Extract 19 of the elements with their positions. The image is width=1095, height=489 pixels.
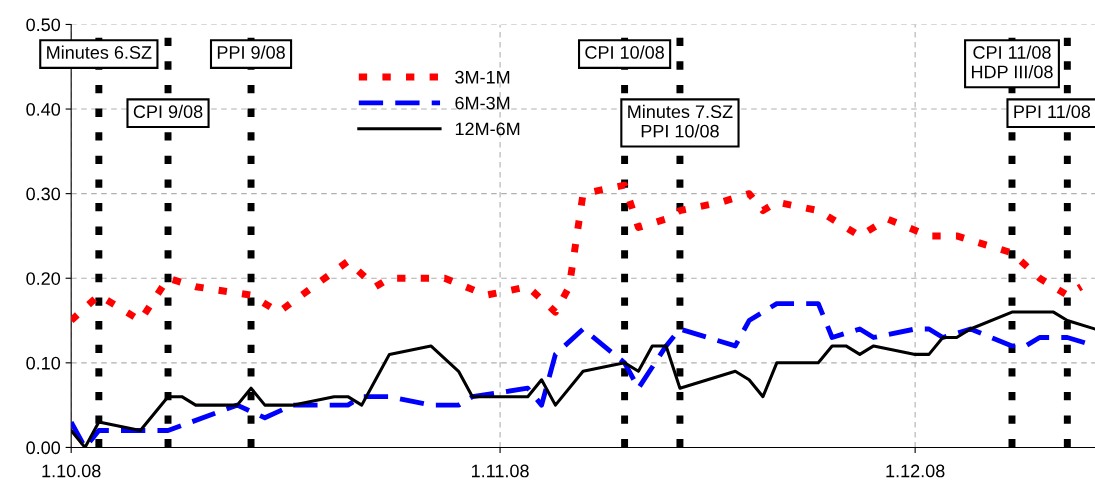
legend-label: 3M-1M	[455, 70, 510, 84]
y-tick-label: 0.20	[26, 272, 61, 285]
legend-label: 12M-6M	[455, 122, 520, 136]
x-tick-label: 1.10.08	[42, 464, 101, 478]
y-tick-label: 0.40	[26, 102, 61, 116]
y-tick-label: 0.10	[26, 356, 61, 370]
x-tick-label: 1.11.08	[472, 464, 529, 478]
y-tick-label: 0.00	[26, 441, 61, 455]
legend-label: 6M-3M	[455, 96, 510, 110]
ref-line-label: Minutes 6.SZ	[47, 45, 152, 59]
ref-line-label: CPI 11/08 HDP III/08	[971, 45, 1053, 79]
ref-line-label: CPI 10/08	[585, 45, 664, 59]
ref-line-label: CPI 9/08	[133, 104, 203, 119]
ref-line-label: Minutes 7.SZ PPI 10/08	[628, 104, 733, 138]
y-tick-label: 0.30	[26, 187, 61, 201]
ref-line-label: PPI 9/08	[217, 45, 285, 59]
x-tick-label: 1.12.08	[886, 464, 945, 478]
y-tick-label: 0.50	[26, 18, 61, 32]
ref-line-label: PPI 11/08	[1014, 104, 1091, 119]
